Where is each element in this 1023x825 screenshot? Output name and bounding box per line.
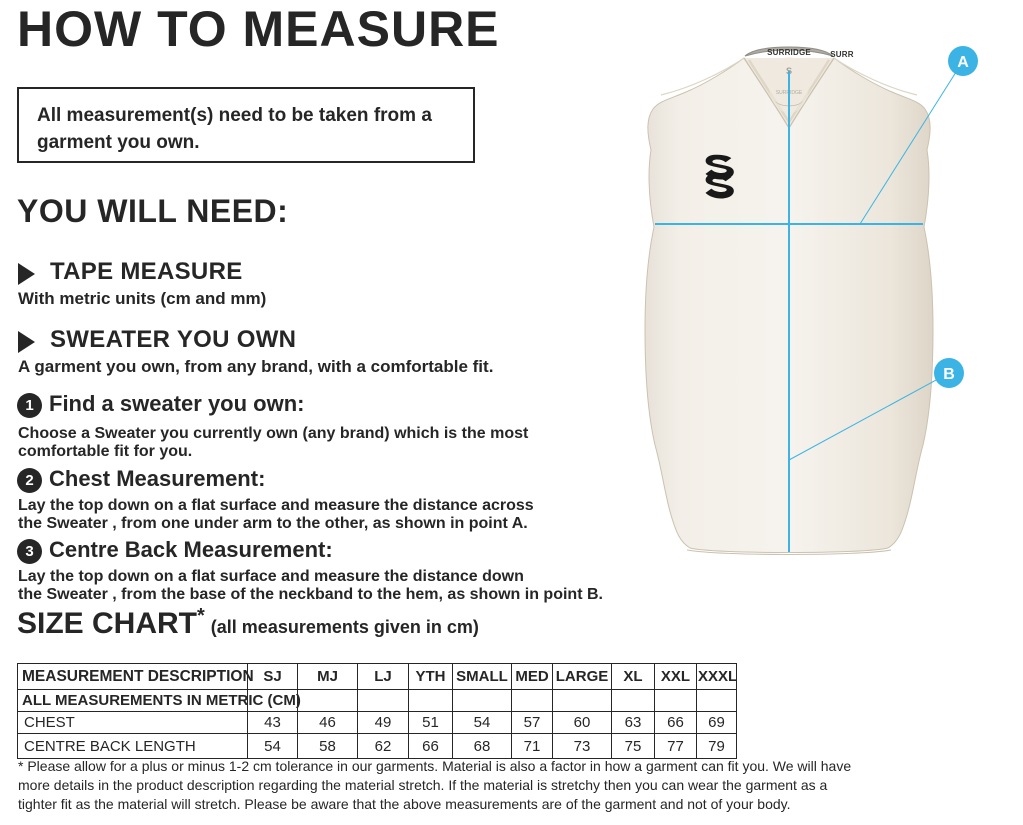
svg-text:SURR: SURR (830, 50, 853, 59)
svg-text:B: B (943, 366, 955, 383)
svg-text:SURRIDGE: SURRIDGE (767, 48, 811, 57)
svg-text:A: A (957, 54, 969, 71)
